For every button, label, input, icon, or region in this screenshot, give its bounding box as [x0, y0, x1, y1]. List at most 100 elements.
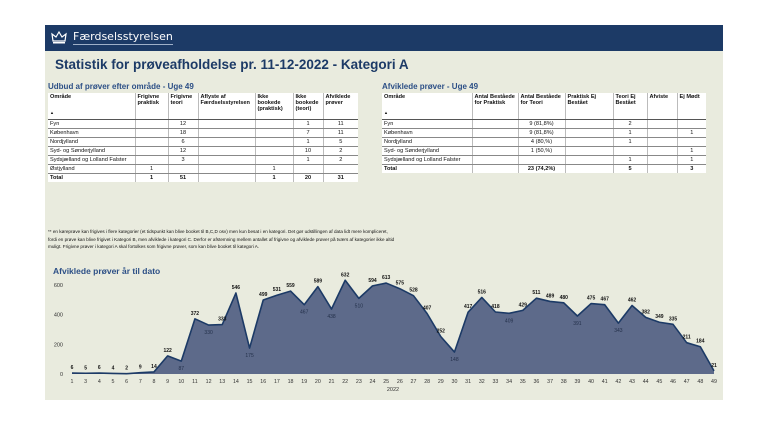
- table-cell: [646, 146, 677, 156]
- column-header[interactable]: Frigivne praktisk: [134, 93, 168, 120]
- table-cell: [676, 119, 706, 129]
- data-label: 330: [204, 330, 213, 336]
- table-row: Nordjylland 4 (80,%) 1: [382, 137, 706, 147]
- table-cell: 1: [292, 155, 323, 165]
- table-row: København 18 7 11: [48, 128, 358, 138]
- x-tick-label: 10: [178, 379, 184, 385]
- column-header[interactable]: Område ▲: [48, 93, 135, 120]
- x-tick-label: 14: [233, 379, 239, 385]
- column-label: Ej Mødt: [679, 94, 700, 100]
- right-table-title: Afviklede prøver - Uge 49: [382, 82, 479, 91]
- x-tick-label: 9: [166, 379, 169, 385]
- column-header[interactable]: Teori Ej Bestået: [612, 93, 647, 120]
- table-cell: [612, 146, 647, 156]
- table-cell: 2: [612, 119, 647, 129]
- table-cell: 1: [292, 137, 323, 147]
- column-label: Antal Beståede for Praktisk: [474, 94, 515, 106]
- total-cell: Total: [382, 164, 472, 173]
- column-header[interactable]: Ikke bookede (praktisk): [254, 93, 293, 120]
- column-header[interactable]: Antal Beståede for Teori: [517, 93, 565, 120]
- x-tick-label: 19: [301, 379, 307, 385]
- x-tick-label: 33: [492, 379, 498, 385]
- column-header[interactable]: Praktisk Ej Bestået: [564, 93, 613, 120]
- column-header[interactable]: Antal Beståede for Praktisk: [471, 93, 518, 120]
- table-cell: København: [48, 128, 135, 138]
- table-cell: Nordjylland: [48, 137, 135, 147]
- brand-name[interactable]: Færdselsstyrelsen: [73, 30, 173, 45]
- column-header[interactable]: Ikke bookede (teori): [292, 93, 323, 120]
- table-cell: Fyn: [48, 119, 135, 129]
- table-cell: 1: [612, 137, 647, 147]
- table-cell: 2: [322, 146, 358, 156]
- data-label: 575: [396, 281, 405, 287]
- x-tick-label: 35: [520, 379, 526, 385]
- x-tick-label: 42: [615, 379, 621, 385]
- column-header[interactable]: Afviste: [646, 93, 677, 120]
- data-label: 546: [232, 285, 241, 291]
- table-cell: [197, 128, 255, 138]
- data-label: 531: [273, 287, 282, 293]
- table-cell: [254, 155, 293, 165]
- x-tick-label: 36: [533, 379, 539, 385]
- column-header[interactable]: Ej Mødt: [676, 93, 706, 120]
- table-cell: [676, 137, 706, 147]
- chart-title: Afviklede prøver år til dato: [53, 266, 161, 276]
- table-cell: [197, 137, 255, 147]
- table-row: Syd- og Sønderjylland 1 (50,%) 1: [382, 146, 706, 156]
- table-cell: Syd- og Sønderjylland: [48, 146, 135, 156]
- table-cell: [197, 119, 255, 129]
- column-label: Ikke bookede (praktisk): [257, 94, 283, 112]
- column-header[interactable]: Aflyste af Færdselsstyrelsen: [197, 93, 255, 120]
- table-cell: [646, 137, 677, 147]
- data-label: 5: [84, 365, 87, 371]
- x-tick-label: 47: [684, 379, 690, 385]
- table-cell: [197, 146, 255, 156]
- table-cell: 1: [676, 146, 706, 156]
- table-cell: [254, 137, 293, 147]
- x-tick-label: 48: [697, 379, 703, 385]
- column-label: Område: [50, 94, 72, 100]
- crown-icon: [51, 30, 67, 44]
- table-cell: [471, 146, 518, 156]
- offer-table: Område ▲ Frigivne praktisk Frigivne teori Af…: [48, 93, 358, 182]
- x-tick-label: 12: [206, 379, 212, 385]
- table-cell: [134, 146, 168, 156]
- table-cell: 1: [292, 119, 323, 129]
- column-label: Praktisk Ej Bestået: [567, 94, 597, 106]
- x-tick-label: 18: [288, 379, 294, 385]
- total-cell: 23 (74,2%): [517, 164, 565, 173]
- table-cell: København: [382, 128, 472, 138]
- data-label: 333: [218, 317, 227, 323]
- column-label: Afviklede prøver: [325, 94, 351, 106]
- site-header: Færdselsstyrelsen: [45, 25, 723, 51]
- table-cell: Fyn: [382, 119, 472, 129]
- data-label: 349: [655, 314, 664, 320]
- table-cell: [646, 119, 677, 129]
- column-header[interactable]: Frigivne teori: [167, 93, 198, 120]
- total-cell: [197, 173, 255, 182]
- y-tick-label: 600: [54, 283, 63, 289]
- data-label: 87: [178, 366, 184, 372]
- data-label: 467: [300, 310, 309, 316]
- table-cell: [134, 119, 168, 129]
- data-label: 211: [683, 335, 691, 341]
- column-header[interactable]: Område ▲: [382, 93, 472, 120]
- data-label: 14: [151, 364, 157, 370]
- column-header[interactable]: Afviklede prøver: [322, 93, 358, 120]
- table-cell: [471, 119, 518, 129]
- total-cell: Total: [48, 173, 135, 182]
- sort-ascending-icon[interactable]: ▲: [384, 110, 388, 115]
- column-label: Teori Ej Bestået: [615, 94, 636, 106]
- table-cell: 12: [167, 119, 198, 129]
- table-cell: [646, 155, 677, 165]
- table-cell: [471, 128, 518, 138]
- table-cell: [254, 119, 293, 129]
- table-row: Sydsjælland og Lolland Falster 3 1 2: [48, 155, 358, 165]
- x-tick-label: 32: [479, 379, 485, 385]
- data-label: 589: [314, 279, 323, 285]
- data-label: 6: [98, 365, 101, 371]
- x-tick-label: 40: [588, 379, 594, 385]
- area-fill: [72, 280, 714, 374]
- sort-ascending-icon[interactable]: ▲: [50, 110, 54, 115]
- data-label: 418: [491, 304, 500, 310]
